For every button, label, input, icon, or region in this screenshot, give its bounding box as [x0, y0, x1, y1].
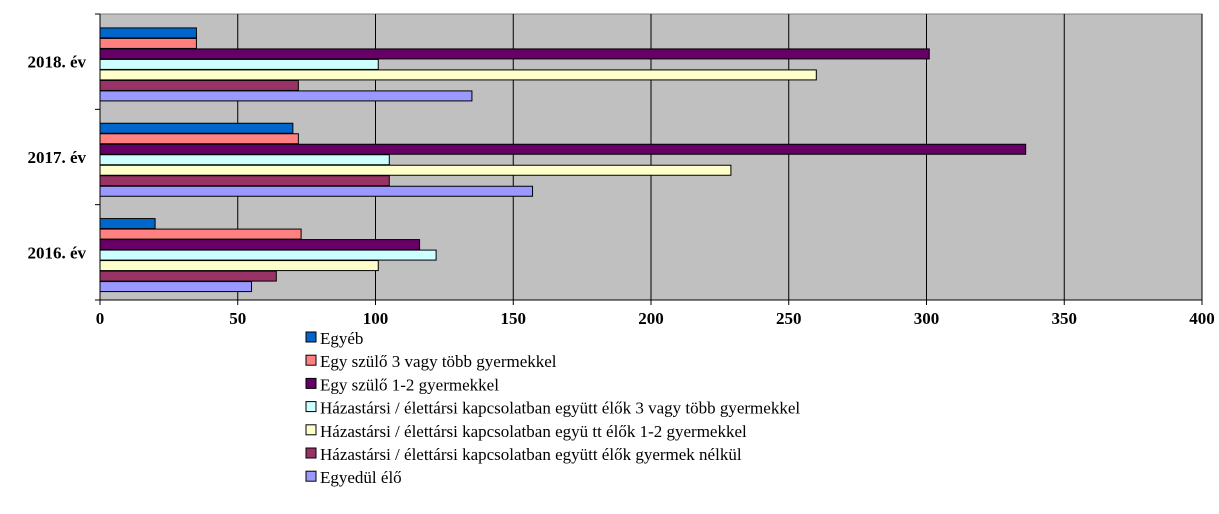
bar: [99, 249, 437, 261]
legend-swatch: [305, 331, 317, 343]
bar: [99, 27, 197, 39]
x-tick-label: 400: [1189, 309, 1215, 328]
bar: [99, 281, 253, 293]
legend-label: Egyedül élő: [320, 468, 402, 487]
bar: [99, 133, 299, 145]
legend-label: Egy szülő 3 vagy több gyermekkel: [320, 352, 557, 371]
category-label: 2017. év: [27, 148, 86, 167]
legend-label: Egyéb: [320, 329, 363, 348]
bar: [99, 164, 732, 176]
category-label: 2016. év: [27, 243, 86, 262]
bar: [99, 79, 299, 91]
bar: [99, 185, 534, 197]
legend-label: Házastársi / élettársi kapcsolatban együ…: [320, 445, 742, 464]
bar: [99, 239, 421, 251]
bar: [99, 37, 197, 49]
axes: 0 50 100 150 200 250 300 350 400 2016. év 2017. év…: [27, 13, 1215, 328]
legend-swatch: [305, 377, 317, 389]
x-tick-label: 200: [638, 309, 664, 328]
bar: [99, 270, 277, 282]
bar: [99, 143, 1027, 155]
bar: [99, 154, 390, 166]
legend-label: Házastársi / élettársi kapcsolatban együ…: [320, 399, 800, 418]
x-tick-label: 0: [96, 309, 105, 328]
bar: [99, 175, 390, 187]
legend: Egyéb Egy szülő 3 vagy több gyermekkel Egy…: [305, 329, 800, 487]
legend-swatch: [305, 470, 317, 482]
x-tick-label: 300: [914, 309, 940, 328]
x-tick-label: 250: [776, 309, 802, 328]
bar: [99, 228, 302, 240]
x-tick-label: 350: [1052, 309, 1078, 328]
bar: [99, 48, 930, 60]
legend-label: Házastársi / élettársi kapcsolatban együ…: [320, 422, 747, 441]
legend-swatch: [305, 424, 317, 436]
bar: [99, 69, 817, 81]
bar: [99, 218, 156, 230]
legend-swatch: [305, 354, 317, 366]
legend-swatch: [305, 447, 317, 459]
legend-label: Egy szülő 1-2 gyermekkel: [320, 375, 499, 394]
bar: [99, 90, 473, 102]
bar: [99, 58, 379, 70]
x-tick-label: 50: [229, 309, 246, 328]
category-label: 2018. év: [27, 53, 86, 72]
legend-swatch: [305, 401, 317, 413]
bar: [99, 122, 294, 134]
x-tick-label: 150: [501, 309, 527, 328]
bar: [99, 260, 379, 272]
x-tick-label: 100: [363, 309, 389, 328]
